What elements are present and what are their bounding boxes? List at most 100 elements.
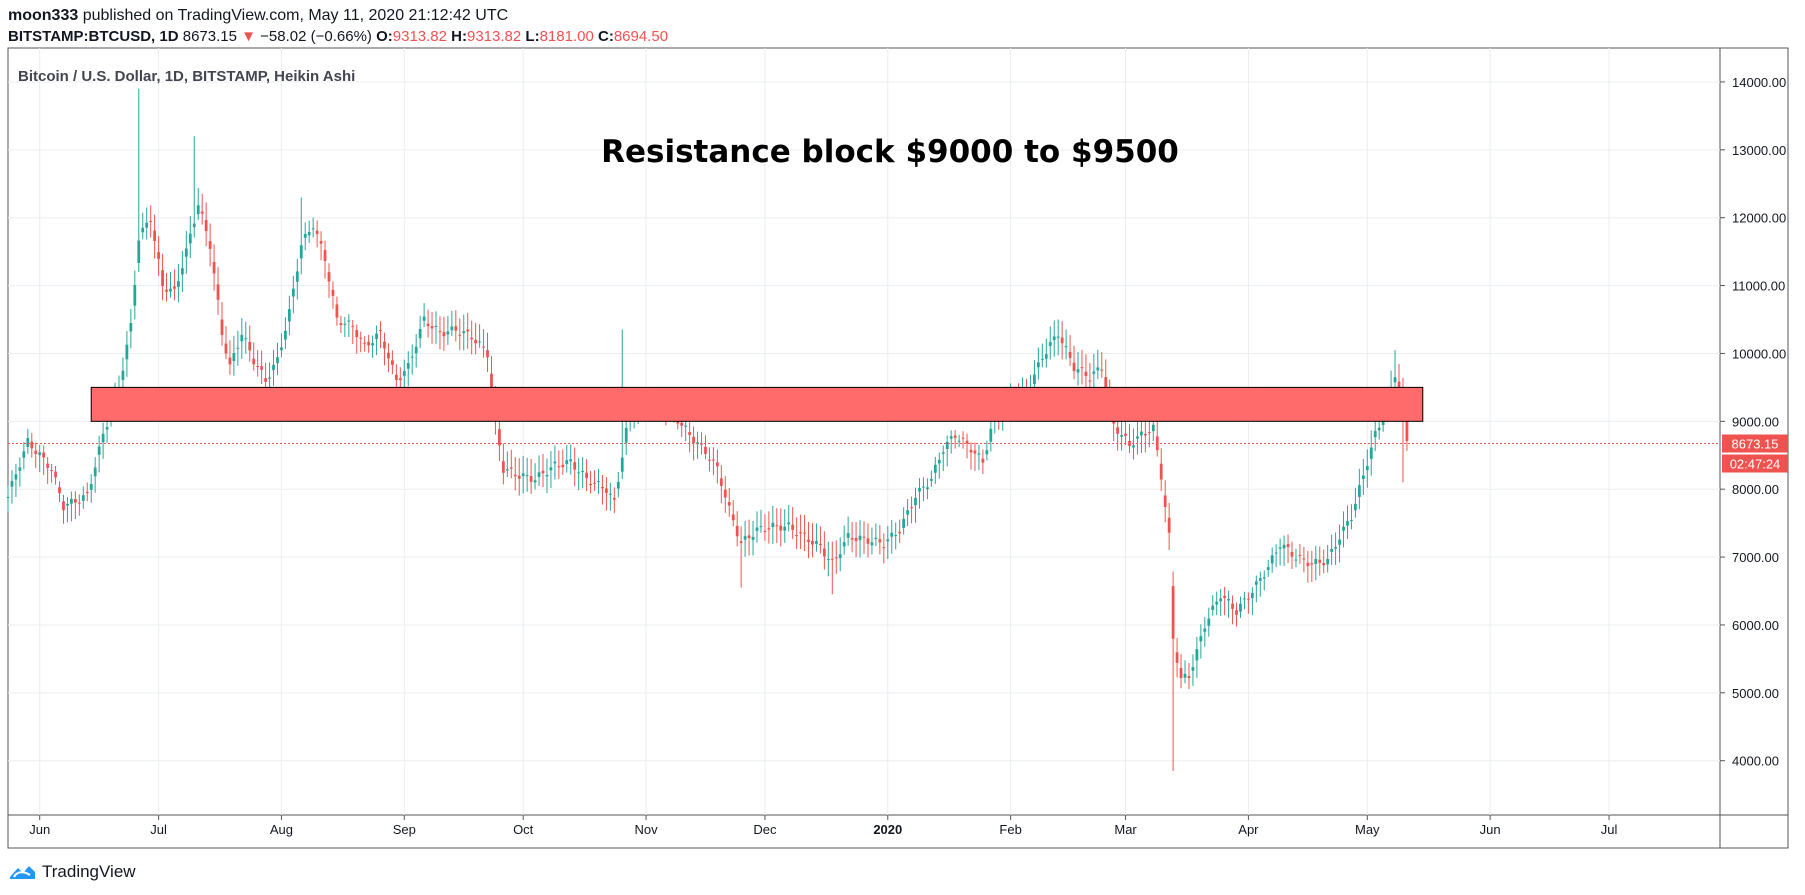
- brand-name[interactable]: TradingView: [42, 862, 136, 881]
- candle-body: [601, 486, 604, 489]
- candle-body: [505, 469, 509, 471]
- candle-body: [339, 323, 343, 325]
- candle-body: [77, 502, 81, 504]
- candle-body: [295, 271, 299, 282]
- candle-body: [272, 364, 275, 371]
- candle-body: [402, 371, 406, 376]
- candle-body: [743, 536, 747, 540]
- candle-body: [941, 452, 945, 454]
- high-label: H:: [451, 28, 467, 45]
- candle-body: [953, 435, 957, 438]
- symbol-line: BITSTAMP:BTCUSD, 1D 8673.15 ▼ −58.02 (−0…: [8, 26, 1788, 48]
- candle-body: [581, 470, 585, 472]
- candle-body: [866, 538, 870, 544]
- candle-body: [513, 474, 517, 477]
- candle-body: [684, 425, 688, 427]
- candle-body: [949, 436, 953, 439]
- candle-body: [188, 233, 192, 244]
- candle-body: [846, 533, 850, 538]
- candle-body: [73, 499, 77, 503]
- candle-body: [363, 342, 367, 344]
- time-tick-label: Sep: [393, 822, 416, 837]
- candle-body: [933, 464, 937, 473]
- grid-lines: [8, 48, 1720, 815]
- candle-body: [1179, 668, 1183, 678]
- candle-body: [525, 475, 529, 477]
- candle-body: [133, 284, 137, 306]
- countdown-tag-label: 02:47:24: [1730, 457, 1781, 472]
- symbol-name[interactable]: BITSTAMP:BTCUSD, 1D: [8, 28, 179, 45]
- candle-body: [125, 344, 129, 360]
- open-label: O:: [376, 28, 393, 45]
- candle-body: [1040, 358, 1044, 360]
- candle-body: [256, 366, 260, 368]
- candle-body: [1298, 555, 1302, 557]
- candle-body: [1310, 563, 1314, 565]
- candle-body: [981, 458, 985, 463]
- candle-body: [62, 501, 65, 511]
- candle-body: [478, 341, 481, 343]
- candle-body: [541, 470, 545, 474]
- time-tick-label: Oct: [513, 822, 534, 837]
- candle-body: [1080, 367, 1084, 369]
- candle-body: [490, 373, 493, 389]
- price-tick-label: 12000.00: [1732, 211, 1786, 226]
- candle-body: [141, 227, 145, 233]
- candle-body: [886, 539, 890, 542]
- candle-body: [906, 510, 909, 515]
- candle-body: [1187, 676, 1191, 679]
- candle-body: [184, 248, 188, 257]
- candle-body: [593, 482, 596, 484]
- candle-body: [1163, 495, 1167, 507]
- candle-body: [149, 221, 153, 223]
- chart-header: moon333 published on TradingView.com, Ma…: [8, 6, 1788, 48]
- candle-body: [180, 268, 184, 275]
- candle-body: [973, 450, 977, 454]
- candle-body: [1365, 466, 1369, 471]
- candle-body: [1120, 435, 1123, 437]
- candle-body: [533, 480, 537, 483]
- candle-body: [819, 543, 822, 546]
- candle-body: [1282, 544, 1286, 549]
- candle-body: [1219, 598, 1223, 602]
- candle-body: [327, 272, 331, 282]
- candle-body: [929, 478, 933, 481]
- price-change: −58.02 (−0.66%): [260, 28, 372, 45]
- tradingview-logo-icon[interactable]: [8, 863, 38, 881]
- candle-body: [145, 222, 149, 228]
- candle-body: [1314, 558, 1318, 564]
- candle-body: [54, 471, 57, 478]
- countdown-tag: [1722, 454, 1788, 473]
- time-tick-label: Jun: [1480, 822, 1501, 837]
- candle-body: [910, 507, 913, 509]
- candle-body: [192, 223, 196, 228]
- candle-body: [1397, 381, 1401, 390]
- time-axis[interactable]: Jun Jul Aug Sep Oct Nov Dec 2020 Feb Mar Apr May Jun…: [29, 815, 1617, 837]
- candle-body: [1274, 552, 1278, 554]
- candle-body: [1132, 445, 1135, 448]
- publisher-name[interactable]: moon333: [8, 7, 79, 24]
- candle-body: [351, 325, 355, 327]
- resistance-zone[interactable]: [90, 386, 1424, 422]
- candle-body: [1143, 433, 1147, 436]
- candle-body: [1250, 592, 1254, 599]
- candle-body: [1100, 369, 1104, 371]
- candle-body: [10, 481, 14, 487]
- candle-body: [1116, 427, 1120, 434]
- price-axis[interactable]: 4000.00 5000.00 6000.00 7000.00 8000.00 9000.…: [1720, 75, 1786, 769]
- candle-body: [937, 459, 941, 464]
- candle-body: [454, 326, 458, 331]
- candle-body: [137, 240, 141, 263]
- candle-body: [874, 537, 878, 539]
- candle-body: [446, 331, 450, 335]
- candles-layer: [6, 88, 1409, 771]
- candle-body: [426, 323, 430, 327]
- candle-body: [1183, 673, 1187, 678]
- candle-body: [918, 487, 921, 492]
- price-chart[interactable]: Bitcoin / U.S. Dollar, 1D, BITSTAMP, Hei…: [0, 0, 1805, 858]
- candle-body: [81, 495, 85, 501]
- candle-body: [236, 347, 240, 349]
- candle-body: [438, 331, 442, 333]
- resistance-annotation[interactable]: Resistance block $9000 to $9500: [601, 134, 1179, 170]
- candle-body: [50, 470, 53, 472]
